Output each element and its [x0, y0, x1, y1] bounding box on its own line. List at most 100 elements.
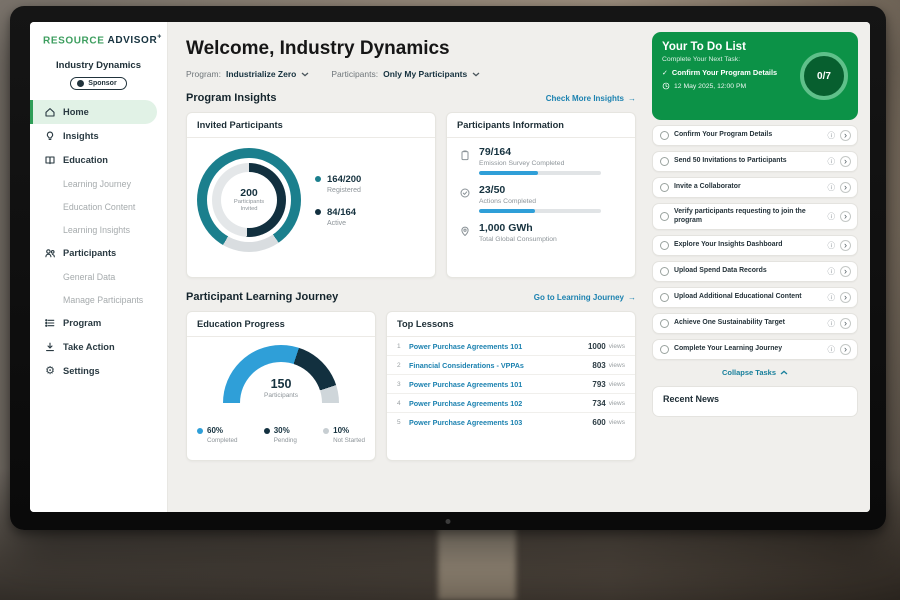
sidebar-item-participants[interactable]: Participants — [30, 241, 167, 265]
legend-dot — [323, 428, 329, 434]
legend-dot — [197, 428, 203, 434]
section-title: Program Insights — [186, 92, 276, 104]
info-icon[interactable]: ⓘ — [828, 132, 836, 140]
chevron-right-icon[interactable]: › — [840, 344, 851, 355]
chevron-right-icon[interactable]: › — [840, 130, 851, 141]
download-icon — [44, 341, 56, 353]
todo-task-row[interactable]: Upload Additional Educational Content ⓘ … — [652, 287, 858, 308]
chevron-right-icon[interactable]: › — [840, 211, 851, 222]
collapse-tasks-link[interactable]: Collapse Tasks — [652, 368, 858, 377]
todo-task-row[interactable]: Complete Your Learning Journey ⓘ › — [652, 339, 858, 360]
org-name: Industry Dynamics — [30, 60, 167, 71]
info-row-emission-survey: 79/164 Emission Survey Completed — [459, 146, 623, 175]
info-row-actions: 23/50 Actions Completed — [459, 184, 623, 213]
legend-completed: 60% Completed — [197, 426, 237, 444]
task-checkbox[interactable] — [660, 267, 669, 276]
check-more-insights-link[interactable]: Check More Insights → — [546, 94, 636, 103]
sidebar-nav: Home Insights Education Learning Journey — [30, 100, 167, 383]
clipboard-icon — [459, 146, 471, 175]
gauge-center-label: Participants — [223, 392, 339, 399]
chevron-right-icon[interactable]: › — [840, 240, 851, 251]
todo-task-row[interactable]: Verify participants requesting to join t… — [652, 203, 858, 230]
task-checkbox[interactable] — [660, 241, 669, 250]
list-icon — [44, 317, 56, 329]
task-checkbox[interactable] — [660, 293, 669, 302]
sidebar-item-home[interactable]: Home — [30, 100, 157, 124]
info-icon[interactable]: ⓘ — [828, 268, 836, 276]
go-to-learning-journey-link[interactable]: Go to Learning Journey → — [534, 293, 636, 302]
legend-label: Registered — [327, 187, 361, 194]
legend-dot — [315, 209, 321, 215]
task-checkbox[interactable] — [660, 183, 669, 192]
sidebar-item-education[interactable]: Education — [30, 148, 167, 172]
sidebar-item-label: Home — [63, 107, 89, 117]
progress-bar — [479, 171, 601, 175]
legend-value: 84/164 — [327, 207, 356, 218]
task-label: Upload Additional Educational Content — [674, 293, 823, 302]
info-value: 1,000 GWh — [479, 222, 557, 234]
info-icon[interactable]: ⓘ — [828, 242, 836, 250]
sidebar-item-label: Program — [63, 318, 101, 328]
top-lessons-card: Top Lessons 1 Power Purchase Agreements … — [386, 311, 636, 461]
lesson-views-unit: views — [609, 343, 625, 350]
info-icon[interactable]: ⓘ — [828, 213, 836, 221]
legend-not-started: 10% Not Started — [323, 426, 365, 444]
task-checkbox[interactable] — [660, 345, 669, 354]
recent-news-title: Recent News — [663, 394, 847, 404]
filter-bar: Program: Industrialize Zero Participants… — [186, 69, 636, 79]
task-label: Send 50 Invitations to Participants — [674, 157, 823, 166]
program-value: Industrialize Zero — [226, 69, 296, 79]
education-progress-gauge-chart: 150 Participants — [223, 345, 339, 419]
program-select[interactable]: Program: Industrialize Zero — [186, 69, 309, 79]
info-icon[interactable]: ⓘ — [828, 346, 836, 354]
sidebar-item-program[interactable]: Program — [30, 311, 167, 335]
task-checkbox[interactable] — [660, 212, 669, 221]
lesson-views-unit: views — [609, 381, 625, 388]
todo-task-row[interactable]: Invite a Collaborator ⓘ › — [652, 177, 858, 198]
participants-select[interactable]: Participants: Only My Participants — [331, 69, 480, 79]
lesson-link[interactable]: Power Purchase Agreements 101 — [409, 380, 592, 389]
todo-task-row[interactable]: Explore Your Insights Dashboard ⓘ › — [652, 235, 858, 256]
info-icon[interactable]: ⓘ — [828, 294, 836, 302]
sidebar-item-settings[interactable]: ⚙ Settings — [30, 359, 167, 383]
lesson-link[interactable]: Power Purchase Agreements 101 — [409, 342, 588, 351]
sidebar-item-education-content[interactable]: Education Content — [30, 195, 167, 218]
sidebar-item-manage-participants[interactable]: Manage Participants — [30, 288, 167, 311]
gear-icon: ⚙ — [44, 365, 56, 377]
info-icon[interactable]: ⓘ — [828, 320, 836, 328]
todo-task-row[interactable]: Send 50 Invitations to Participants ⓘ › — [652, 151, 858, 172]
todo-subtitle: Complete Your Next Task: — [662, 56, 794, 63]
lesson-link[interactable]: Power Purchase Agreements 103 — [409, 418, 592, 427]
sidebar-item-insights[interactable]: Insights — [30, 124, 167, 148]
sidebar-item-label: Insights — [63, 131, 99, 141]
check-circle-icon — [459, 184, 471, 213]
chevron-right-icon[interactable]: › — [840, 156, 851, 167]
legend-pct: 60% — [207, 426, 223, 435]
participants-value: Only My Participants — [383, 69, 467, 79]
sidebar-item-general-data[interactable]: General Data — [30, 265, 167, 288]
sidebar-item-learning-insights[interactable]: Learning Insights — [30, 218, 167, 241]
sponsor-label: Sponsor — [88, 80, 116, 87]
task-checkbox[interactable] — [660, 319, 669, 328]
todo-task-row[interactable]: Achieve One Sustainability Target ⓘ › — [652, 313, 858, 334]
lesson-views-unit: views — [609, 362, 625, 369]
todo-progress-ring: 0/7 — [800, 52, 848, 100]
todo-task-row[interactable]: Upload Spend Data Records ⓘ › — [652, 261, 858, 282]
chevron-right-icon[interactable]: › — [840, 292, 851, 303]
lesson-views: 734 — [592, 399, 605, 408]
task-checkbox[interactable] — [660, 157, 669, 166]
lesson-link[interactable]: Power Purchase Agreements 102 — [409, 399, 592, 408]
lesson-row: 4 Power Purchase Agreements 102 734 view… — [387, 394, 635, 413]
info-icon[interactable]: ⓘ — [828, 158, 836, 166]
chevron-right-icon[interactable]: › — [840, 266, 851, 277]
gauge-legend: 60% Completed 30% Pending — [187, 419, 375, 444]
lesson-link[interactable]: Financial Considerations - VPPAs — [409, 361, 592, 370]
chevron-right-icon[interactable]: › — [840, 182, 851, 193]
sidebar-item-take-action[interactable]: Take Action — [30, 335, 167, 359]
todo-task-row[interactable]: Confirm Your Program Details ⓘ › — [652, 125, 858, 146]
task-checkbox[interactable] — [660, 131, 669, 140]
chevron-right-icon[interactable]: › — [840, 318, 851, 329]
sidebar-item-learning-journey[interactable]: Learning Journey — [30, 172, 167, 195]
info-icon[interactable]: ⓘ — [828, 184, 836, 192]
todo-panel: Your To Do List Complete Your Next Task:… — [648, 22, 870, 512]
